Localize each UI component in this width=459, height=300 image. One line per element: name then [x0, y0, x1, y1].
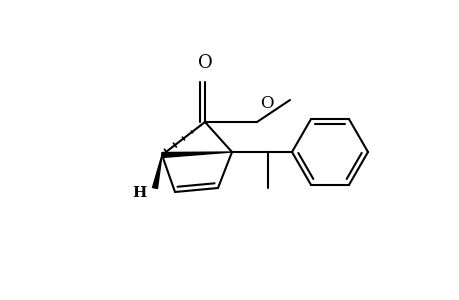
Polygon shape: [162, 152, 231, 158]
Text: H: H: [132, 186, 147, 200]
Text: O: O: [197, 54, 212, 72]
Polygon shape: [152, 155, 162, 188]
Text: O: O: [259, 95, 273, 112]
